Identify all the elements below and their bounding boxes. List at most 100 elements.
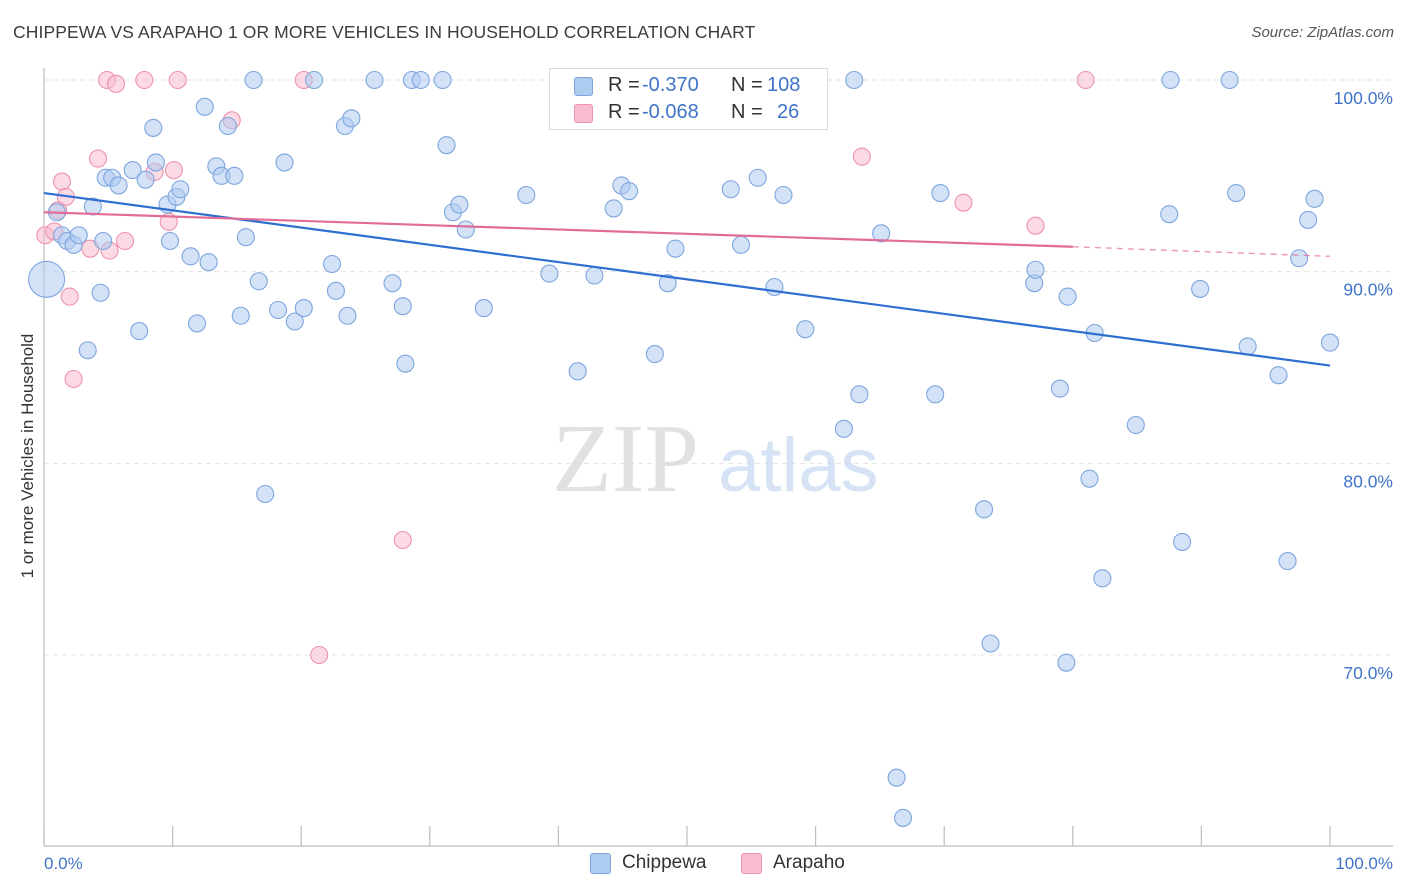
chippewa-trend-line	[43, 191, 1331, 367]
arapaho-point	[852, 147, 871, 166]
watermark-zip: ZIP	[552, 405, 699, 513]
chippewa-point	[721, 180, 740, 199]
legend-n-value: 108	[767, 74, 801, 96]
chippewa-point	[1227, 184, 1246, 203]
legend-n-value: 26	[777, 101, 800, 123]
arapaho-point	[88, 149, 108, 168]
chippewa-point	[1299, 210, 1318, 229]
chippewa-point	[1160, 205, 1179, 224]
chippewa-point	[218, 116, 237, 136]
chippewa-point	[796, 320, 815, 339]
chippewa-point	[517, 185, 536, 205]
legend-n-label: N =	[731, 101, 763, 123]
chippewa-point	[437, 136, 456, 155]
chippewa-point	[393, 297, 412, 316]
arapaho-legend-label: Arapaho	[773, 852, 845, 873]
chippewa-point	[275, 153, 294, 172]
chippewa-point	[450, 195, 469, 214]
y-axis-label: 1 or more Vehicles in Household	[18, 333, 37, 579]
chippewa-point	[1161, 70, 1180, 90]
y-tick-labels: 70.0% 80.0% 90.0% 100.0%	[1334, 88, 1393, 683]
grid-lines	[44, 79, 1393, 656]
legend-r-label: R =	[608, 101, 640, 123]
chippewa-point	[1320, 333, 1340, 352]
chippewa-point	[195, 97, 214, 116]
correlation-legend: R = -0.370 N = 108 R = -0.068 N = 26	[549, 68, 828, 130]
chippewa-point	[171, 180, 190, 199]
y-tick-label-90: 90.0%	[1343, 280, 1393, 300]
arapaho-point	[60, 287, 79, 306]
chart-source: Source: ZipAtlas.com	[1251, 24, 1394, 41]
chippewa-point	[109, 176, 128, 195]
chippewa-point	[144, 118, 163, 137]
arapaho-trend-line	[43, 211, 1073, 248]
chippewa-point	[1058, 287, 1077, 306]
chippewa-swatch	[574, 77, 593, 96]
chippewa-point	[433, 70, 452, 90]
x-ticks	[43, 826, 1331, 846]
arapaho-point	[168, 70, 187, 90]
chippewa-point	[305, 70, 324, 90]
chippewa-point	[845, 70, 864, 90]
chippewa-point	[1220, 70, 1239, 90]
chippewa-point	[225, 166, 244, 185]
chippewa-point	[236, 228, 255, 247]
chippewa-point	[474, 299, 493, 318]
chippewa-point	[931, 184, 950, 203]
chippewa-point	[94, 231, 113, 251]
y-tick-label-100: 100.0%	[1334, 88, 1393, 108]
chippewa-point	[456, 220, 475, 239]
arapaho-point	[115, 231, 135, 251]
chippewa-point	[294, 299, 313, 318]
chippewa-point	[1057, 653, 1076, 672]
chippewa-points	[28, 70, 1340, 827]
arapaho-point	[106, 74, 126, 93]
chippewa-point	[244, 70, 263, 90]
chippewa-point	[658, 274, 677, 293]
chippewa-point	[323, 254, 342, 274]
chippewa-point	[540, 264, 559, 283]
chippewa-point	[585, 266, 604, 285]
y-tick-label-80: 80.0%	[1343, 471, 1393, 491]
arapaho-legend-swatch	[741, 853, 762, 874]
legend-n-label: N =	[731, 74, 763, 96]
chippewa-point	[1126, 415, 1145, 435]
chippewa-point	[1050, 379, 1069, 398]
chippewa-legend-label: Chippewa	[622, 852, 707, 873]
chippewa-point	[285, 312, 304, 331]
legend-r-label: R =	[608, 74, 640, 96]
chippewa-point	[269, 300, 288, 320]
chippewa-point	[748, 168, 767, 187]
chart-title: CHIPPEWA VS ARAPAHO 1 OR MORE VEHICLES I…	[13, 22, 756, 42]
chippewa-point	[130, 322, 149, 341]
chippewa-point	[199, 253, 218, 272]
chippewa-legend-swatch	[590, 853, 611, 874]
chippewa-point	[981, 634, 1000, 653]
chippewa-point	[136, 170, 155, 189]
chippewa-point	[1305, 189, 1324, 208]
legend-r-value: -0.370	[642, 74, 699, 96]
chippewa-point	[326, 281, 345, 300]
y-tick-label-70: 70.0%	[1343, 663, 1393, 683]
chippewa-point	[383, 274, 402, 293]
axes	[43, 68, 1393, 847]
chippewa-point	[893, 808, 913, 827]
legend-r-value: -0.068	[642, 101, 699, 123]
chippewa-point	[342, 109, 361, 128]
chippewa-point	[411, 70, 430, 90]
chippewa-point	[872, 224, 891, 243]
chippewa-point	[1278, 552, 1297, 571]
chippewa-point	[568, 362, 587, 381]
chippewa-point	[78, 341, 97, 360]
chippewa-point	[1093, 569, 1112, 588]
x-tick-label-0: 0.0%	[44, 854, 83, 873]
chippewa-point	[1080, 469, 1099, 488]
chippewa-point	[338, 306, 357, 325]
chippewa-point	[1191, 279, 1210, 298]
chippewa-point	[69, 226, 88, 245]
chippewa-point	[834, 419, 853, 438]
x-tick-label-100: 100.0%	[1335, 854, 1393, 873]
chippewa-point	[645, 345, 664, 364]
chippewa-point	[231, 306, 250, 325]
